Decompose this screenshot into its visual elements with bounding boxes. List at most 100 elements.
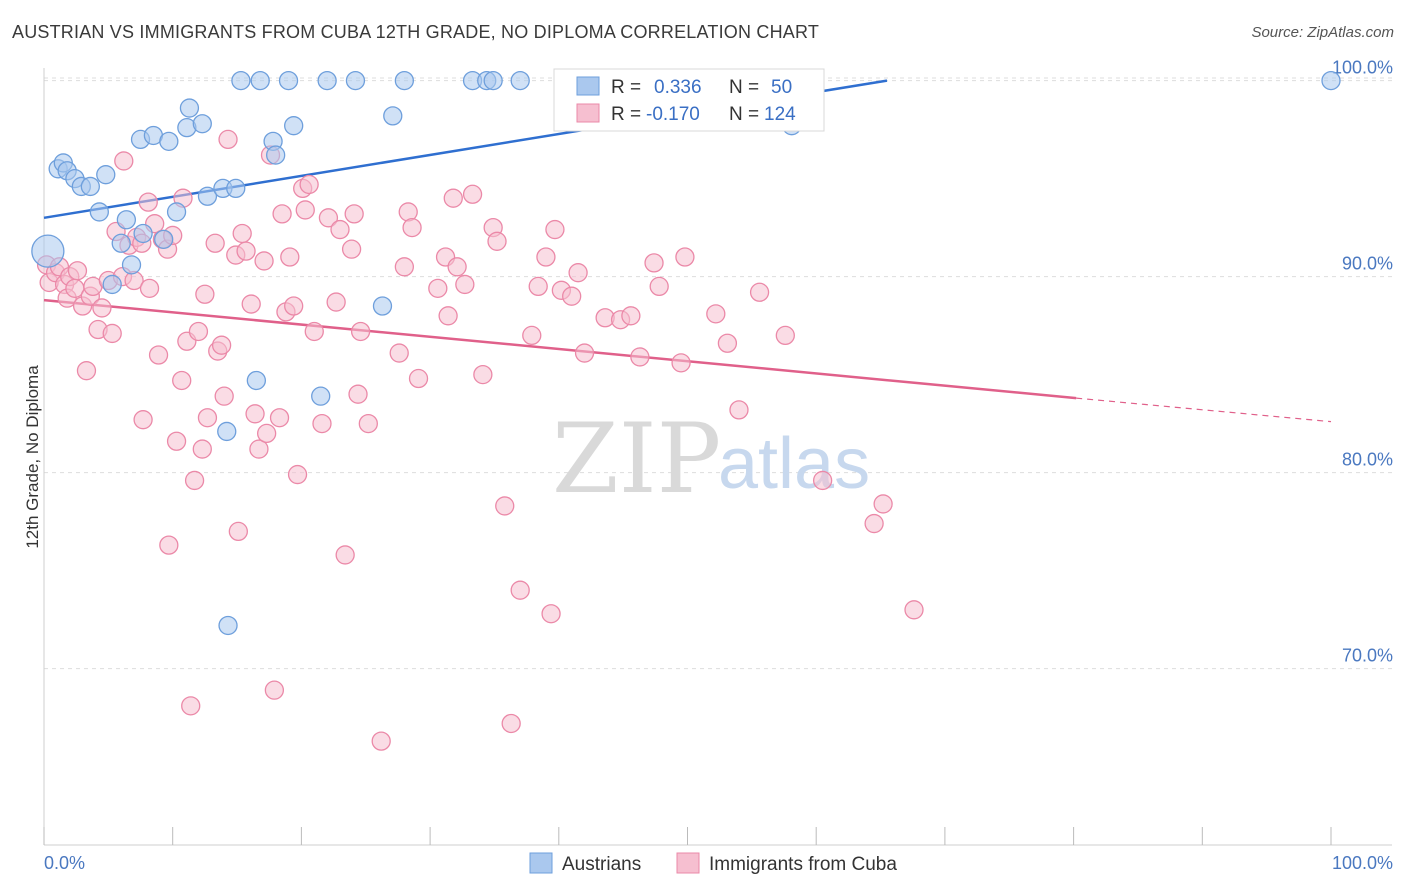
point-cuba-69 <box>312 413 332 434</box>
chart-title: AUSTRIAN VS IMMIGRANTS FROM CUBA 12TH GR… <box>12 22 820 42</box>
point-cuba-83 <box>402 217 422 238</box>
stats-r-value-austrians: 0.336 <box>654 77 702 98</box>
point-austrians-10 <box>111 233 131 253</box>
stats-r-value-cuba: -0.170 <box>646 104 700 125</box>
point-cuba-43 <box>205 233 225 253</box>
point-cuba-110 <box>630 347 650 367</box>
point-austrians-22 <box>197 186 218 206</box>
point-cuba-52 <box>241 294 261 314</box>
point-cuba-71 <box>326 292 346 312</box>
point-cuba-98 <box>522 325 542 346</box>
point-cuba-101 <box>541 604 561 624</box>
point-cuba-115 <box>706 304 726 324</box>
point-cuba-119 <box>775 325 795 346</box>
y-tick-label-2: 90.0% <box>1342 254 1393 274</box>
point-austrians-43 <box>510 70 530 91</box>
point-austrians-17 <box>159 131 179 152</box>
point-cuba-113 <box>671 353 691 373</box>
point-cuba-111 <box>644 253 664 273</box>
y-tick-label-0: 70.0% <box>1342 646 1393 666</box>
point-cuba-116 <box>717 333 738 353</box>
point-austrians-21 <box>192 114 212 134</box>
point-cuba-39 <box>188 321 209 342</box>
point-cuba-87 <box>438 306 458 326</box>
trend-line-cuba <box>43 298 1077 400</box>
point-austrians-29 <box>250 70 270 91</box>
point-cuba-88 <box>443 188 463 208</box>
point-cuba-122 <box>873 494 893 514</box>
point-cuba-91 <box>462 184 483 204</box>
point-cuba-85 <box>428 278 448 299</box>
point-austrians-38 <box>383 106 403 126</box>
stats-n-label-austrians: N = <box>729 77 759 98</box>
grid-lines <box>44 77 1392 670</box>
point-cuba-55 <box>254 251 274 271</box>
watermark-atlas: atlas <box>718 424 870 504</box>
point-cuba-33 <box>166 431 187 451</box>
point-cuba-51 <box>236 241 256 261</box>
legend-label-cuba: Immigrants from Cuba <box>709 854 897 875</box>
point-cuba-97 <box>510 580 530 600</box>
point-cuba-24 <box>133 410 153 430</box>
point-cuba-74 <box>341 239 362 259</box>
point-cuba-19 <box>114 151 134 171</box>
point-austrians-18 <box>166 202 187 222</box>
stats-legend-box: R = 0.336 N = 50 R = -0.170 N = 124 <box>553 68 825 132</box>
point-austrians-6 <box>80 176 100 197</box>
stats-r-label-cuba: R = <box>611 104 641 125</box>
stats-r-label-austrians: R = <box>611 77 641 98</box>
y-tick-label-3: 100.0% <box>1332 58 1393 78</box>
point-cuba-59 <box>269 408 290 428</box>
point-cuba-73 <box>335 545 355 565</box>
point-austrians-14 <box>133 223 153 244</box>
point-austrians-49 <box>1321 70 1341 91</box>
point-cuba-82 <box>398 202 418 222</box>
point-cuba-89 <box>447 257 467 277</box>
point-cuba-79 <box>371 731 391 751</box>
point-austrians-20 <box>179 98 200 118</box>
point-cuba-16 <box>102 323 122 344</box>
point-cuba-72 <box>330 219 350 240</box>
point-cuba-54 <box>249 439 269 459</box>
point-cuba-56 <box>257 423 277 444</box>
legend-label-austrians: Austrians <box>562 854 641 875</box>
point-cuba-105 <box>568 263 588 283</box>
point-cuba-10 <box>76 361 97 381</box>
stats-swatch-cuba <box>576 103 600 123</box>
point-austrians-9 <box>102 274 122 295</box>
data-points <box>31 70 1341 751</box>
point-cuba-114 <box>675 247 695 267</box>
point-cuba-90 <box>455 274 475 295</box>
point-austrians-11 <box>116 210 137 230</box>
point-cuba-66 <box>295 200 315 220</box>
point-cuba-100 <box>536 247 556 267</box>
point-cuba-8 <box>67 261 88 281</box>
point-cuba-75 <box>344 204 364 224</box>
point-cuba-118 <box>749 282 770 302</box>
point-cuba-40 <box>192 439 212 459</box>
point-cuba-123 <box>904 600 924 620</box>
point-cuba-41 <box>195 284 215 304</box>
point-austrians-26 <box>226 178 246 199</box>
point-austrians-8 <box>96 165 116 185</box>
point-cuba-25 <box>138 192 158 212</box>
point-cuba-104 <box>562 286 582 306</box>
point-cuba-47 <box>218 129 238 150</box>
point-austrians-7 <box>89 202 109 222</box>
point-cuba-46 <box>214 386 234 406</box>
point-cuba-102 <box>545 219 565 240</box>
y-axis-title: 12th Grade, No Diploma <box>23 365 42 549</box>
stats-n-label-cuba: N = <box>729 104 759 125</box>
point-cuba-14 <box>92 298 112 318</box>
point-austrians-32 <box>278 70 299 91</box>
stats-swatch-austrians <box>576 76 600 96</box>
point-cuba-31 <box>159 535 179 555</box>
point-cuba-76 <box>348 384 368 404</box>
point-cuba-84 <box>408 368 429 389</box>
point-cuba-62 <box>280 247 300 267</box>
point-austrians-25 <box>218 615 238 636</box>
point-austrians-33 <box>284 116 304 136</box>
y-tick-labels: 70.0% 80.0% 90.0% 100.0% <box>1332 58 1393 666</box>
point-austrians-39 <box>394 70 415 91</box>
